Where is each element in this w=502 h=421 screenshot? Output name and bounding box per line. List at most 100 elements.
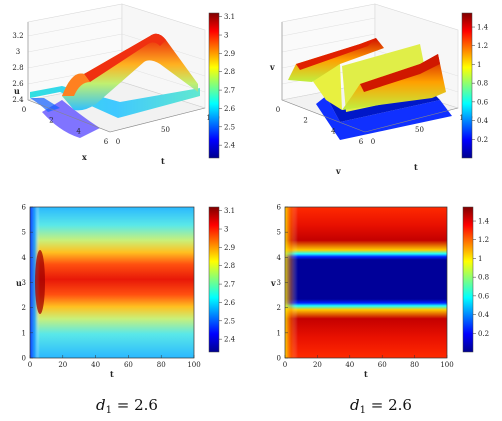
heatmap-u-xlabel: t bbox=[110, 369, 114, 379]
surface-u-xlabel: x bbox=[82, 152, 87, 162]
x-tick-label: 6 bbox=[104, 138, 109, 146]
heatmap-u-xticks: 0 20 40 60 80 100 bbox=[28, 355, 201, 369]
surface-u-ridge-top bbox=[84, 33, 166, 82]
x-tick-label: 40 bbox=[91, 361, 100, 369]
x-tick-label: 100 bbox=[440, 361, 453, 369]
x-tick-label: 0 bbox=[276, 106, 280, 114]
colorbar-tick-label: 2.6 bbox=[224, 105, 236, 113]
x-tick-label: 4 bbox=[76, 127, 81, 135]
colorbar-tick-label: 2.9 bbox=[224, 50, 235, 58]
surface-v-wall bbox=[312, 64, 342, 110]
colorbar-tick-label: 0.8 bbox=[477, 80, 488, 88]
x-tick-label: 0 bbox=[22, 106, 26, 114]
colorbar-tick-label: 2.5 bbox=[224, 123, 235, 131]
x-tick-label: 60 bbox=[124, 361, 133, 369]
x-tick-label: 80 bbox=[157, 361, 166, 369]
x-tick-label: 20 bbox=[58, 361, 67, 369]
y-tick-label: 5 bbox=[22, 229, 26, 237]
panel-heatmap-u: 0 1 2 3 4 5 6 0 20 40 60 80 100 u t 2.4 2.5 2.6 2.7 2.8… bbox=[16, 204, 236, 380]
colorbar-tick-label: 1.4 bbox=[478, 218, 490, 226]
z-tick-label: 3.2 bbox=[12, 32, 23, 40]
colorbar-tick-label: 0.6 bbox=[478, 292, 490, 300]
surface-u-zlabel: u bbox=[14, 86, 20, 96]
colorbar-tick-label: 2.8 bbox=[224, 262, 235, 270]
surface-u-colorbar-ticks: 2.4 2.5 2.6 2.7 2.8 2.9 3 3.1 bbox=[219, 13, 236, 150]
y-tick-label: 1 bbox=[277, 329, 281, 337]
x-tick-label: 20 bbox=[313, 361, 322, 369]
colorbar-tick-label: 2.9 bbox=[224, 244, 235, 252]
colorbar-tick-label: 3.1 bbox=[224, 207, 235, 215]
x-tick-label: 100 bbox=[187, 361, 200, 369]
y-tick-label: 2 bbox=[22, 304, 26, 312]
heatmap-u-yticks: 0 1 2 3 4 5 6 bbox=[22, 204, 33, 363]
colorbar-tick-label: 0.2 bbox=[477, 136, 488, 144]
colorbar-tick-label: 0.6 bbox=[477, 98, 489, 106]
heatmap-v-xticks: 0 20 40 60 80 100 bbox=[283, 355, 454, 369]
surface-v-colorbar-ticks: 0.2 0.4 0.6 0.8 1 1.2 1.4 bbox=[472, 24, 489, 144]
colorbar-tick-label: 0.4 bbox=[478, 311, 490, 319]
colorbar-tick-label: 0.2 bbox=[478, 330, 489, 338]
heatmap-v-yticks: 0 1 2 3 4 5 6 bbox=[277, 204, 288, 363]
heatmap-v-colorbar bbox=[462, 206, 474, 353]
colorbar-tick-label: 2.7 bbox=[224, 281, 235, 289]
colorbar-tick-label: 2.4 bbox=[224, 142, 236, 150]
heatmap-v-ylabel: v bbox=[270, 278, 276, 288]
colorbar-tick-label: 3 bbox=[224, 32, 228, 40]
z-tick-label: 2.6 bbox=[12, 80, 24, 88]
z-tick-label: 2.8 bbox=[12, 64, 23, 72]
surface-u-zticks: 2.4 2.6 2.8 3 3.2 bbox=[12, 32, 24, 104]
caption-right: d1 = 2.6 bbox=[350, 396, 412, 416]
heatmap-v-xlabel: t bbox=[364, 369, 368, 379]
y-tick-label: 2 bbox=[277, 304, 281, 312]
colorbar-tick-label: 2.6 bbox=[224, 299, 236, 307]
surface-v-ridge-left bbox=[288, 38, 384, 82]
y-tick-label: 1 bbox=[22, 329, 26, 337]
x-tick-label: 0 bbox=[283, 361, 287, 369]
surface-v-ridge-left-top bbox=[296, 38, 376, 70]
y-tick-label: 0 bbox=[22, 355, 26, 363]
colorbar-tick-label: 2.8 bbox=[224, 68, 235, 76]
caption-left: d1 = 2.6 bbox=[96, 396, 158, 416]
surface-u-tlabel: t bbox=[161, 156, 165, 166]
surface-u-colorbar bbox=[208, 12, 220, 159]
y-tick-label: 5 bbox=[277, 229, 281, 237]
surface-u-dip bbox=[42, 100, 100, 138]
colorbar-tick-label: 1.2 bbox=[478, 236, 489, 244]
colorbar-tick-label: 3 bbox=[224, 226, 228, 234]
t-tick-label: 50 bbox=[415, 126, 424, 134]
heatmap-u-colorbar bbox=[208, 206, 220, 353]
colorbar-tick-label: 2.5 bbox=[224, 317, 235, 325]
heatmap-v-colorbar-ticks: 0.2 0.4 0.6 0.8 1 1.2 1.4 bbox=[473, 218, 490, 338]
x-tick-label: 2 bbox=[303, 117, 307, 125]
heatmap-u-transient-core bbox=[35, 250, 45, 314]
x-tick-label: 80 bbox=[410, 361, 419, 369]
colorbar-tick-label: 2.4 bbox=[224, 336, 236, 344]
x-tick-label: 60 bbox=[378, 361, 387, 369]
colorbar-tick-label: 0.8 bbox=[478, 274, 489, 282]
x-tick-label: 40 bbox=[345, 361, 354, 369]
z-tick-label: 3 bbox=[16, 48, 20, 56]
heatmap-v-transient bbox=[285, 207, 447, 358]
x-tick-label: 6 bbox=[359, 138, 364, 146]
x-tick-label: 2 bbox=[49, 117, 53, 125]
y-tick-label: 6 bbox=[22, 204, 27, 212]
y-tick-label: 3 bbox=[277, 279, 281, 287]
y-tick-label: 4 bbox=[22, 254, 27, 262]
surface-v-xticks: 0 2 4 6 bbox=[276, 106, 364, 146]
z-tick-label: 2.4 bbox=[12, 96, 24, 104]
colorbar-tick-label: 1.2 bbox=[477, 42, 488, 50]
heatmap-u-colorbar-ticks: 2.4 2.5 2.6 2.7 2.8 2.9 3 3.1 bbox=[219, 207, 236, 344]
t-tick-label: 0 bbox=[371, 138, 375, 146]
y-tick-label: 3 bbox=[22, 279, 26, 287]
surface-v-colorbar bbox=[461, 12, 473, 159]
colorbar-tick-label: 3.1 bbox=[224, 13, 235, 21]
heatmap-u-ylabel: u bbox=[16, 278, 22, 288]
colorbar-tick-label: 1 bbox=[477, 61, 481, 69]
colorbar-tick-label: 2.7 bbox=[224, 87, 235, 95]
surface-v-trough bbox=[316, 96, 452, 140]
x-tick-label: 0 bbox=[28, 361, 32, 369]
y-tick-label: 6 bbox=[277, 204, 282, 212]
